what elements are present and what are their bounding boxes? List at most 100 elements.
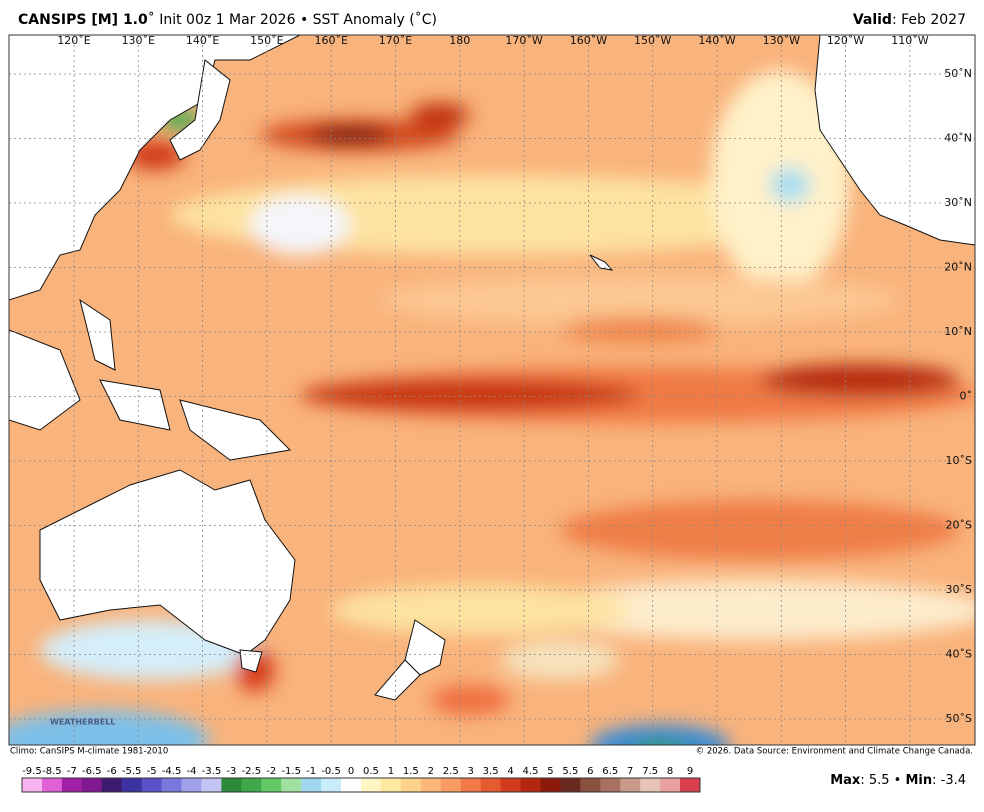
colorbar-label: 5 bbox=[547, 766, 553, 777]
colorbar-label: -9.5 bbox=[22, 766, 42, 777]
colorbar-swatch bbox=[540, 778, 561, 792]
colorbar-swatch bbox=[301, 778, 322, 792]
lon-label: 160˚W bbox=[570, 34, 607, 47]
colorbar-swatch bbox=[600, 778, 621, 792]
colorbar-swatch bbox=[81, 778, 103, 792]
colorbar-label: 3 bbox=[467, 766, 473, 777]
copyright: © 2026. Data Source: Environment and Cli… bbox=[696, 747, 973, 757]
colorbar-swatch bbox=[61, 778, 83, 792]
colorbar-swatch bbox=[660, 778, 681, 792]
colorbar-swatch bbox=[620, 778, 641, 792]
colorbar-label: 0.5 bbox=[363, 766, 379, 777]
colorbar-swatch bbox=[101, 778, 123, 792]
colorbar-label: -3 bbox=[226, 766, 236, 777]
lon-label: 140˚E bbox=[186, 34, 219, 47]
colorbar-label: -0.5 bbox=[321, 766, 341, 777]
colorbar-label: -1.5 bbox=[281, 766, 301, 777]
map: WEATHERBELL bbox=[9, 35, 975, 745]
lon-label: 180 bbox=[449, 34, 470, 47]
map-frame bbox=[8, 34, 976, 746]
lat-label: 30˚N bbox=[944, 196, 972, 209]
land bbox=[9, 35, 975, 701]
colorbar-swatch bbox=[321, 778, 342, 792]
colorbar-label: 6.5 bbox=[602, 766, 618, 777]
colorbar-label: 1.5 bbox=[403, 766, 419, 777]
colorbar-label: -7 bbox=[67, 766, 77, 777]
lon-label: 150˚E bbox=[250, 34, 283, 47]
colorbar-swatch bbox=[241, 778, 262, 792]
lon-label: 170˚E bbox=[379, 34, 412, 47]
lon-label: 170˚W bbox=[505, 34, 542, 47]
colorbar-label: 9 bbox=[687, 766, 693, 777]
lon-label: 110˚W bbox=[891, 34, 928, 47]
title-rest: ˚ Init 00z 1 Mar 2026 • SST Anomaly (˚C) bbox=[148, 11, 437, 28]
colorbar-swatch bbox=[680, 778, 701, 792]
bullet: • bbox=[890, 773, 906, 788]
colorbar-swatch bbox=[181, 778, 202, 792]
colorbar-label: -5 bbox=[147, 766, 157, 777]
colorbar-swatch bbox=[420, 778, 442, 792]
graticule bbox=[9, 35, 975, 745]
colorbar-label: 7.5 bbox=[642, 766, 658, 777]
colorbar-label: -6 bbox=[107, 766, 117, 777]
colorbar-swatch bbox=[460, 778, 482, 792]
colorbar-label: 4 bbox=[507, 766, 513, 777]
sep: : bbox=[932, 773, 941, 788]
lon-label: 120˚E bbox=[57, 34, 90, 47]
lon-label: 120˚W bbox=[827, 34, 864, 47]
colorbar-label: -5.5 bbox=[122, 766, 142, 777]
colorbar-label: -3.5 bbox=[202, 766, 222, 777]
colorbar-label: -1 bbox=[306, 766, 316, 777]
valid-rest: : Feb 2027 bbox=[892, 12, 966, 28]
colorbar-label: -4 bbox=[187, 766, 197, 777]
colorbar-label: 2.5 bbox=[443, 766, 459, 777]
lat-label: 30˚S bbox=[946, 583, 972, 596]
lon-label: 150˚W bbox=[634, 34, 671, 47]
colorbar-frame bbox=[21, 777, 701, 793]
lat-label: 20˚N bbox=[944, 261, 972, 274]
colorbar-swatch bbox=[341, 778, 362, 792]
colorbar-swatch bbox=[560, 778, 581, 792]
colorbar-label: 8 bbox=[667, 766, 673, 777]
colorbar-label: -8.5 bbox=[42, 766, 62, 777]
colorbar-swatch bbox=[221, 778, 242, 792]
colorbar-label: 4.5 bbox=[523, 766, 539, 777]
climo-note: Climo: CanSIPS M-climate 1981-2010 bbox=[10, 747, 168, 757]
colorbar-swatch bbox=[22, 778, 43, 792]
colorbar-swatch bbox=[580, 778, 601, 792]
colorbar-label: 1 bbox=[388, 766, 394, 777]
title-bold: CANSIPS [M] 1.0 bbox=[18, 12, 148, 28]
logo: WEATHERBELL bbox=[50, 718, 115, 727]
colorbar-label: 3.5 bbox=[483, 766, 499, 777]
colorbar-label: 7 bbox=[627, 766, 633, 777]
min-label: Min bbox=[905, 773, 932, 788]
min-value: -3.4 bbox=[941, 773, 966, 788]
colorbar-swatch bbox=[161, 778, 183, 792]
max-label: Max bbox=[830, 773, 861, 788]
colorbar-label: -2 bbox=[266, 766, 276, 777]
colorbar-swatch bbox=[121, 778, 143, 792]
lat-label: 10˚S bbox=[946, 454, 972, 467]
colorbar-swatch bbox=[281, 778, 302, 792]
colorbar-swatch bbox=[440, 778, 462, 792]
colorbar-swatch bbox=[520, 778, 541, 792]
colorbar-label: 6 bbox=[587, 766, 593, 777]
lat-label: 10˚N bbox=[944, 325, 972, 338]
colorbar-swatch bbox=[361, 778, 382, 792]
colorbar-swatch bbox=[261, 778, 282, 792]
lon-label: 130˚W bbox=[763, 34, 800, 47]
colorbar-swatch bbox=[400, 778, 422, 792]
max-value: 5.5 bbox=[869, 773, 890, 788]
colorbar-label: 2 bbox=[428, 766, 434, 777]
colorbar-label: -6.5 bbox=[82, 766, 102, 777]
colorbar-swatch bbox=[380, 778, 402, 792]
colorbar-swatch bbox=[640, 778, 661, 792]
lon-label: 140˚W bbox=[698, 34, 735, 47]
stats: Max: 5.5 • Min: -3.4 bbox=[830, 773, 966, 788]
colorbar-swatch bbox=[41, 778, 63, 792]
lat-label: 20˚S bbox=[946, 519, 972, 532]
title: CANSIPS [M] 1.0˚ Init 00z 1 Mar 2026 • S… bbox=[18, 11, 437, 28]
valid-label: Valid bbox=[853, 12, 892, 28]
lat-label: 40˚S bbox=[946, 648, 972, 661]
colorbar-swatch bbox=[201, 778, 222, 792]
